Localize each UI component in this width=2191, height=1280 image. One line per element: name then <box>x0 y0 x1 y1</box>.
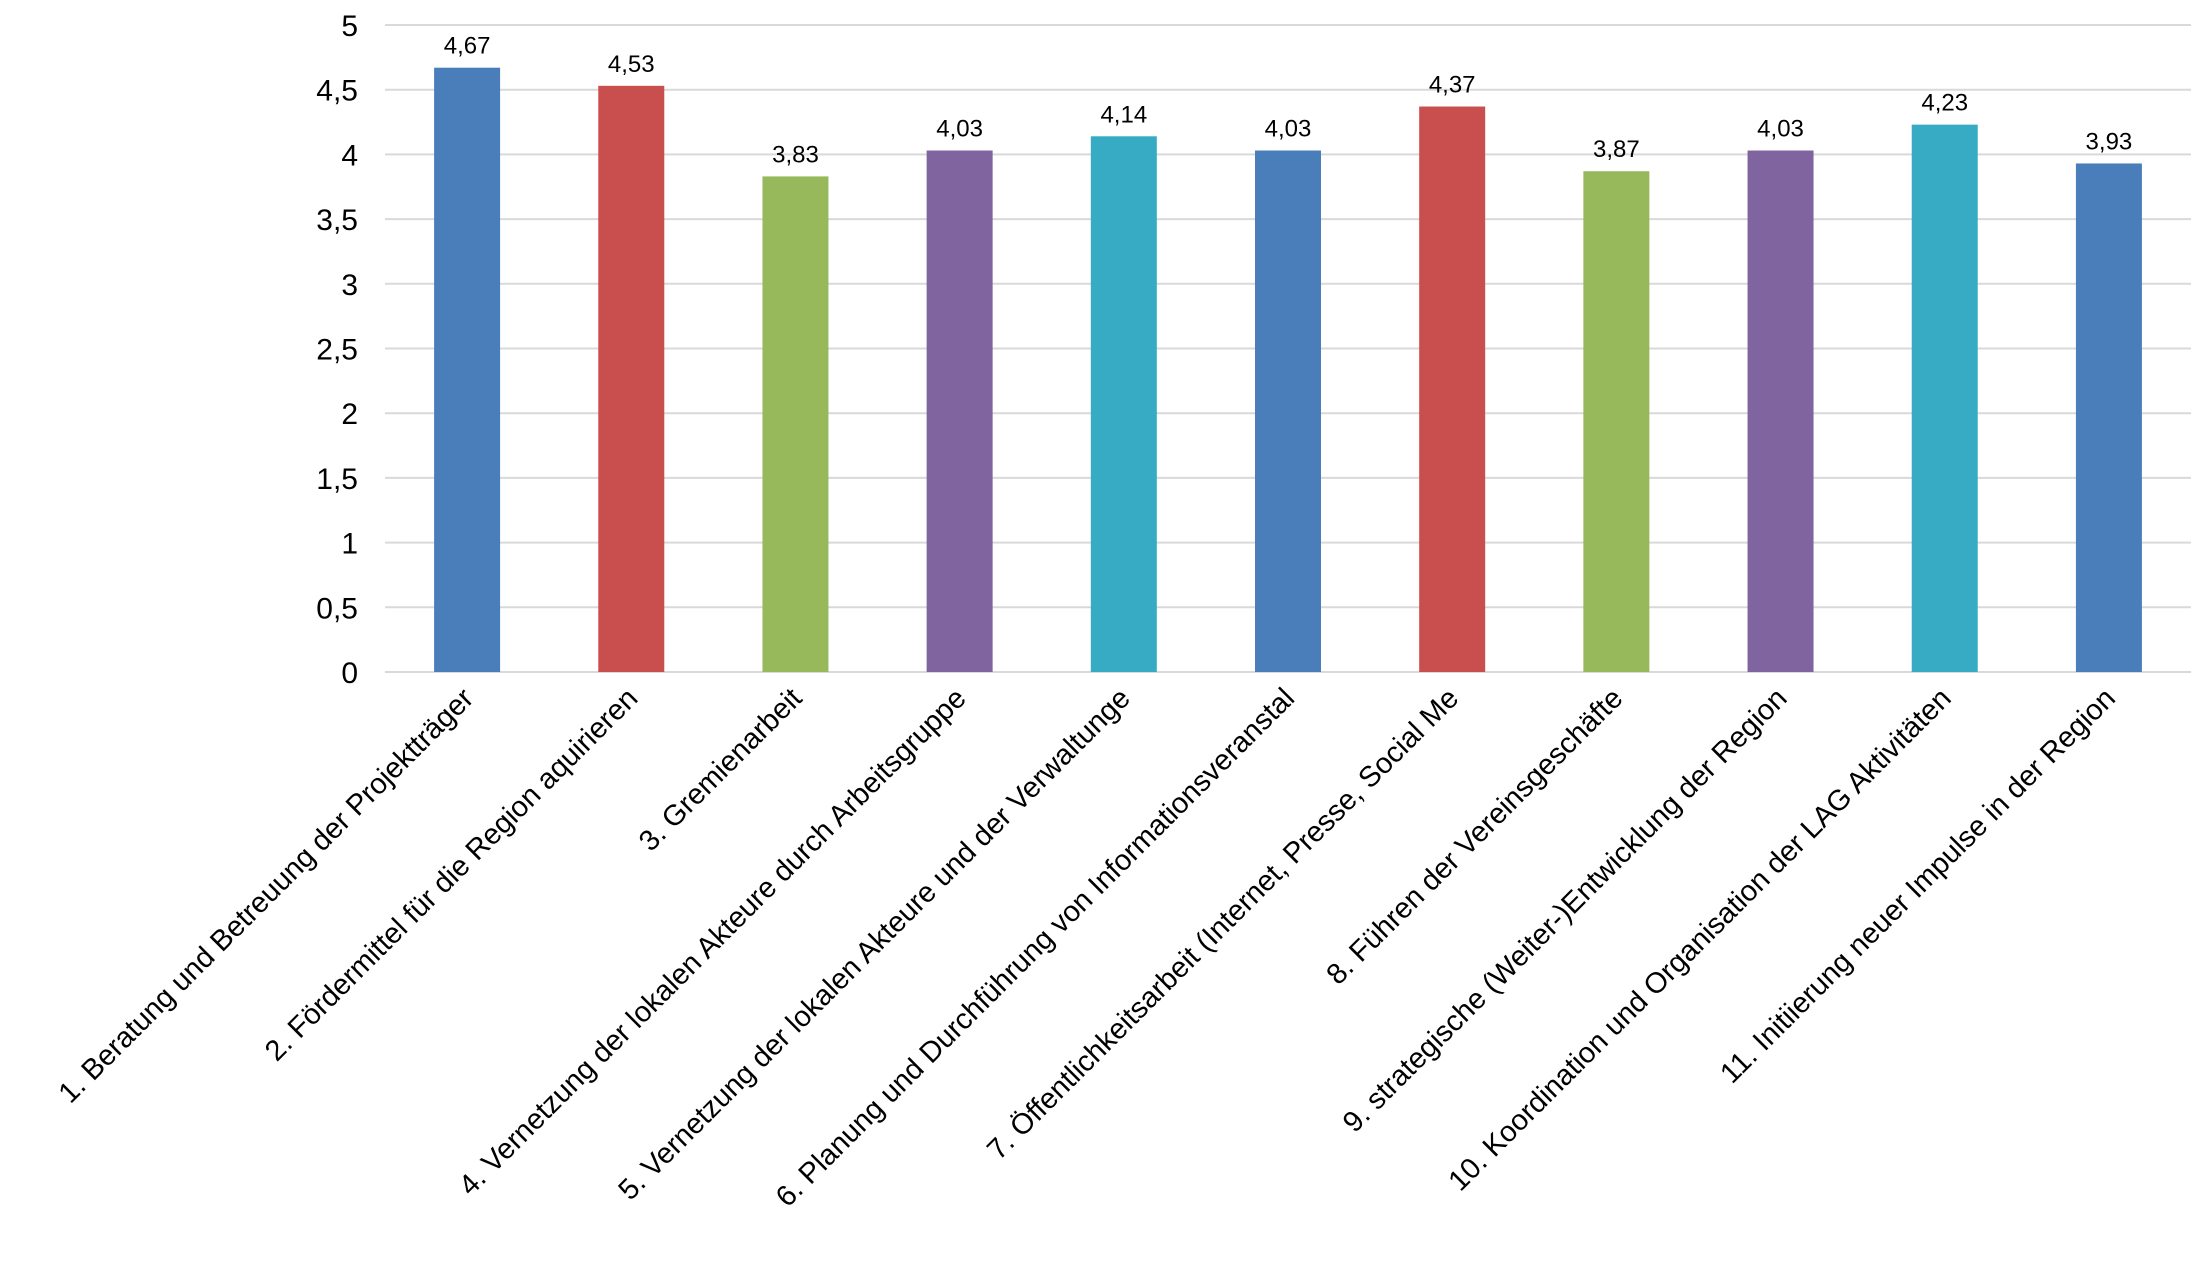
y-tick-label: 1,5 <box>316 463 358 496</box>
bar <box>1747 150 1814 672</box>
data-label: 3,93 <box>2086 128 2133 155</box>
data-label: 4,03 <box>1265 116 1312 143</box>
bar <box>762 176 829 672</box>
data-label: 4,23 <box>1921 90 1968 117</box>
bar <box>434 67 501 672</box>
y-tick-label: 0 <box>341 657 358 690</box>
data-label: 4,53 <box>608 51 655 78</box>
category-labels: 1. Beratung und Betreuung der Projektträ… <box>53 682 2122 1213</box>
y-tick-label: 2,5 <box>316 334 358 367</box>
y-tick-label: 3,5 <box>316 204 358 237</box>
data-label: 4,67 <box>444 33 491 60</box>
x-tick-label: 3. Gremienarbeit <box>633 682 808 857</box>
x-tick-label: 2. Fördermittel für die Region aquiriere… <box>259 682 644 1067</box>
data-label: 4,03 <box>936 116 983 143</box>
data-label: 4,03 <box>1757 116 1804 143</box>
bar <box>1255 150 1321 672</box>
y-tick-label: 5 <box>341 10 358 43</box>
y-tick-label: 2 <box>341 398 358 431</box>
bar <box>1090 136 1157 672</box>
data-labels: 4,67 4,53 3,83 4,03 4,14 4,03 4,37 3,87 4,03 4,23… <box>444 33 2133 169</box>
bars <box>434 67 2142 673</box>
y-tick-label: 0,5 <box>316 592 358 625</box>
bar <box>1911 124 1978 672</box>
data-label: 3,83 <box>772 141 819 168</box>
x-tick-label: 8. Führen der Vereinsgeschäfte <box>1321 682 1630 991</box>
y-tick-label: 1 <box>341 528 358 561</box>
bar <box>2075 163 2142 672</box>
data-label: 4,14 <box>1100 101 1147 128</box>
y-tick-label: 4 <box>341 139 358 172</box>
bar <box>598 85 665 673</box>
data-label: 3,87 <box>1593 136 1640 163</box>
y-axis-ticks: 0 0,5 1 1,5 2 2,5 3 3,5 4 4,5 5 <box>316 10 358 690</box>
bar <box>1419 106 1486 673</box>
y-tick-label: 4,5 <box>316 75 358 108</box>
bar <box>926 150 993 672</box>
data-label: 4,37 <box>1429 72 1476 99</box>
bar <box>1583 171 1650 673</box>
y-tick-label: 3 <box>341 269 358 302</box>
